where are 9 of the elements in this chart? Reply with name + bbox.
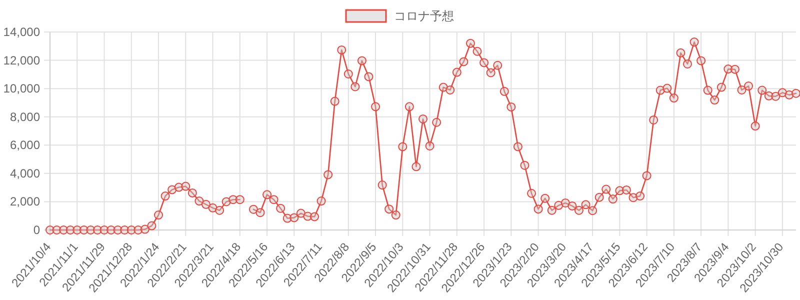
y-tick-label: 12,000 [3,53,40,68]
y-tick-label: 0 [33,223,40,237]
y-tick-label: 14,000 [3,25,40,39]
y-tick-label: 8,000 [10,110,40,124]
y-tick-label: 2,000 [10,194,40,209]
legend-label: コロナ予想 [394,9,454,23]
y-tick-label: 10,000 [3,82,40,96]
y-tick-label: 4,000 [10,166,40,180]
y-tick-label: 6,000 [10,138,40,152]
